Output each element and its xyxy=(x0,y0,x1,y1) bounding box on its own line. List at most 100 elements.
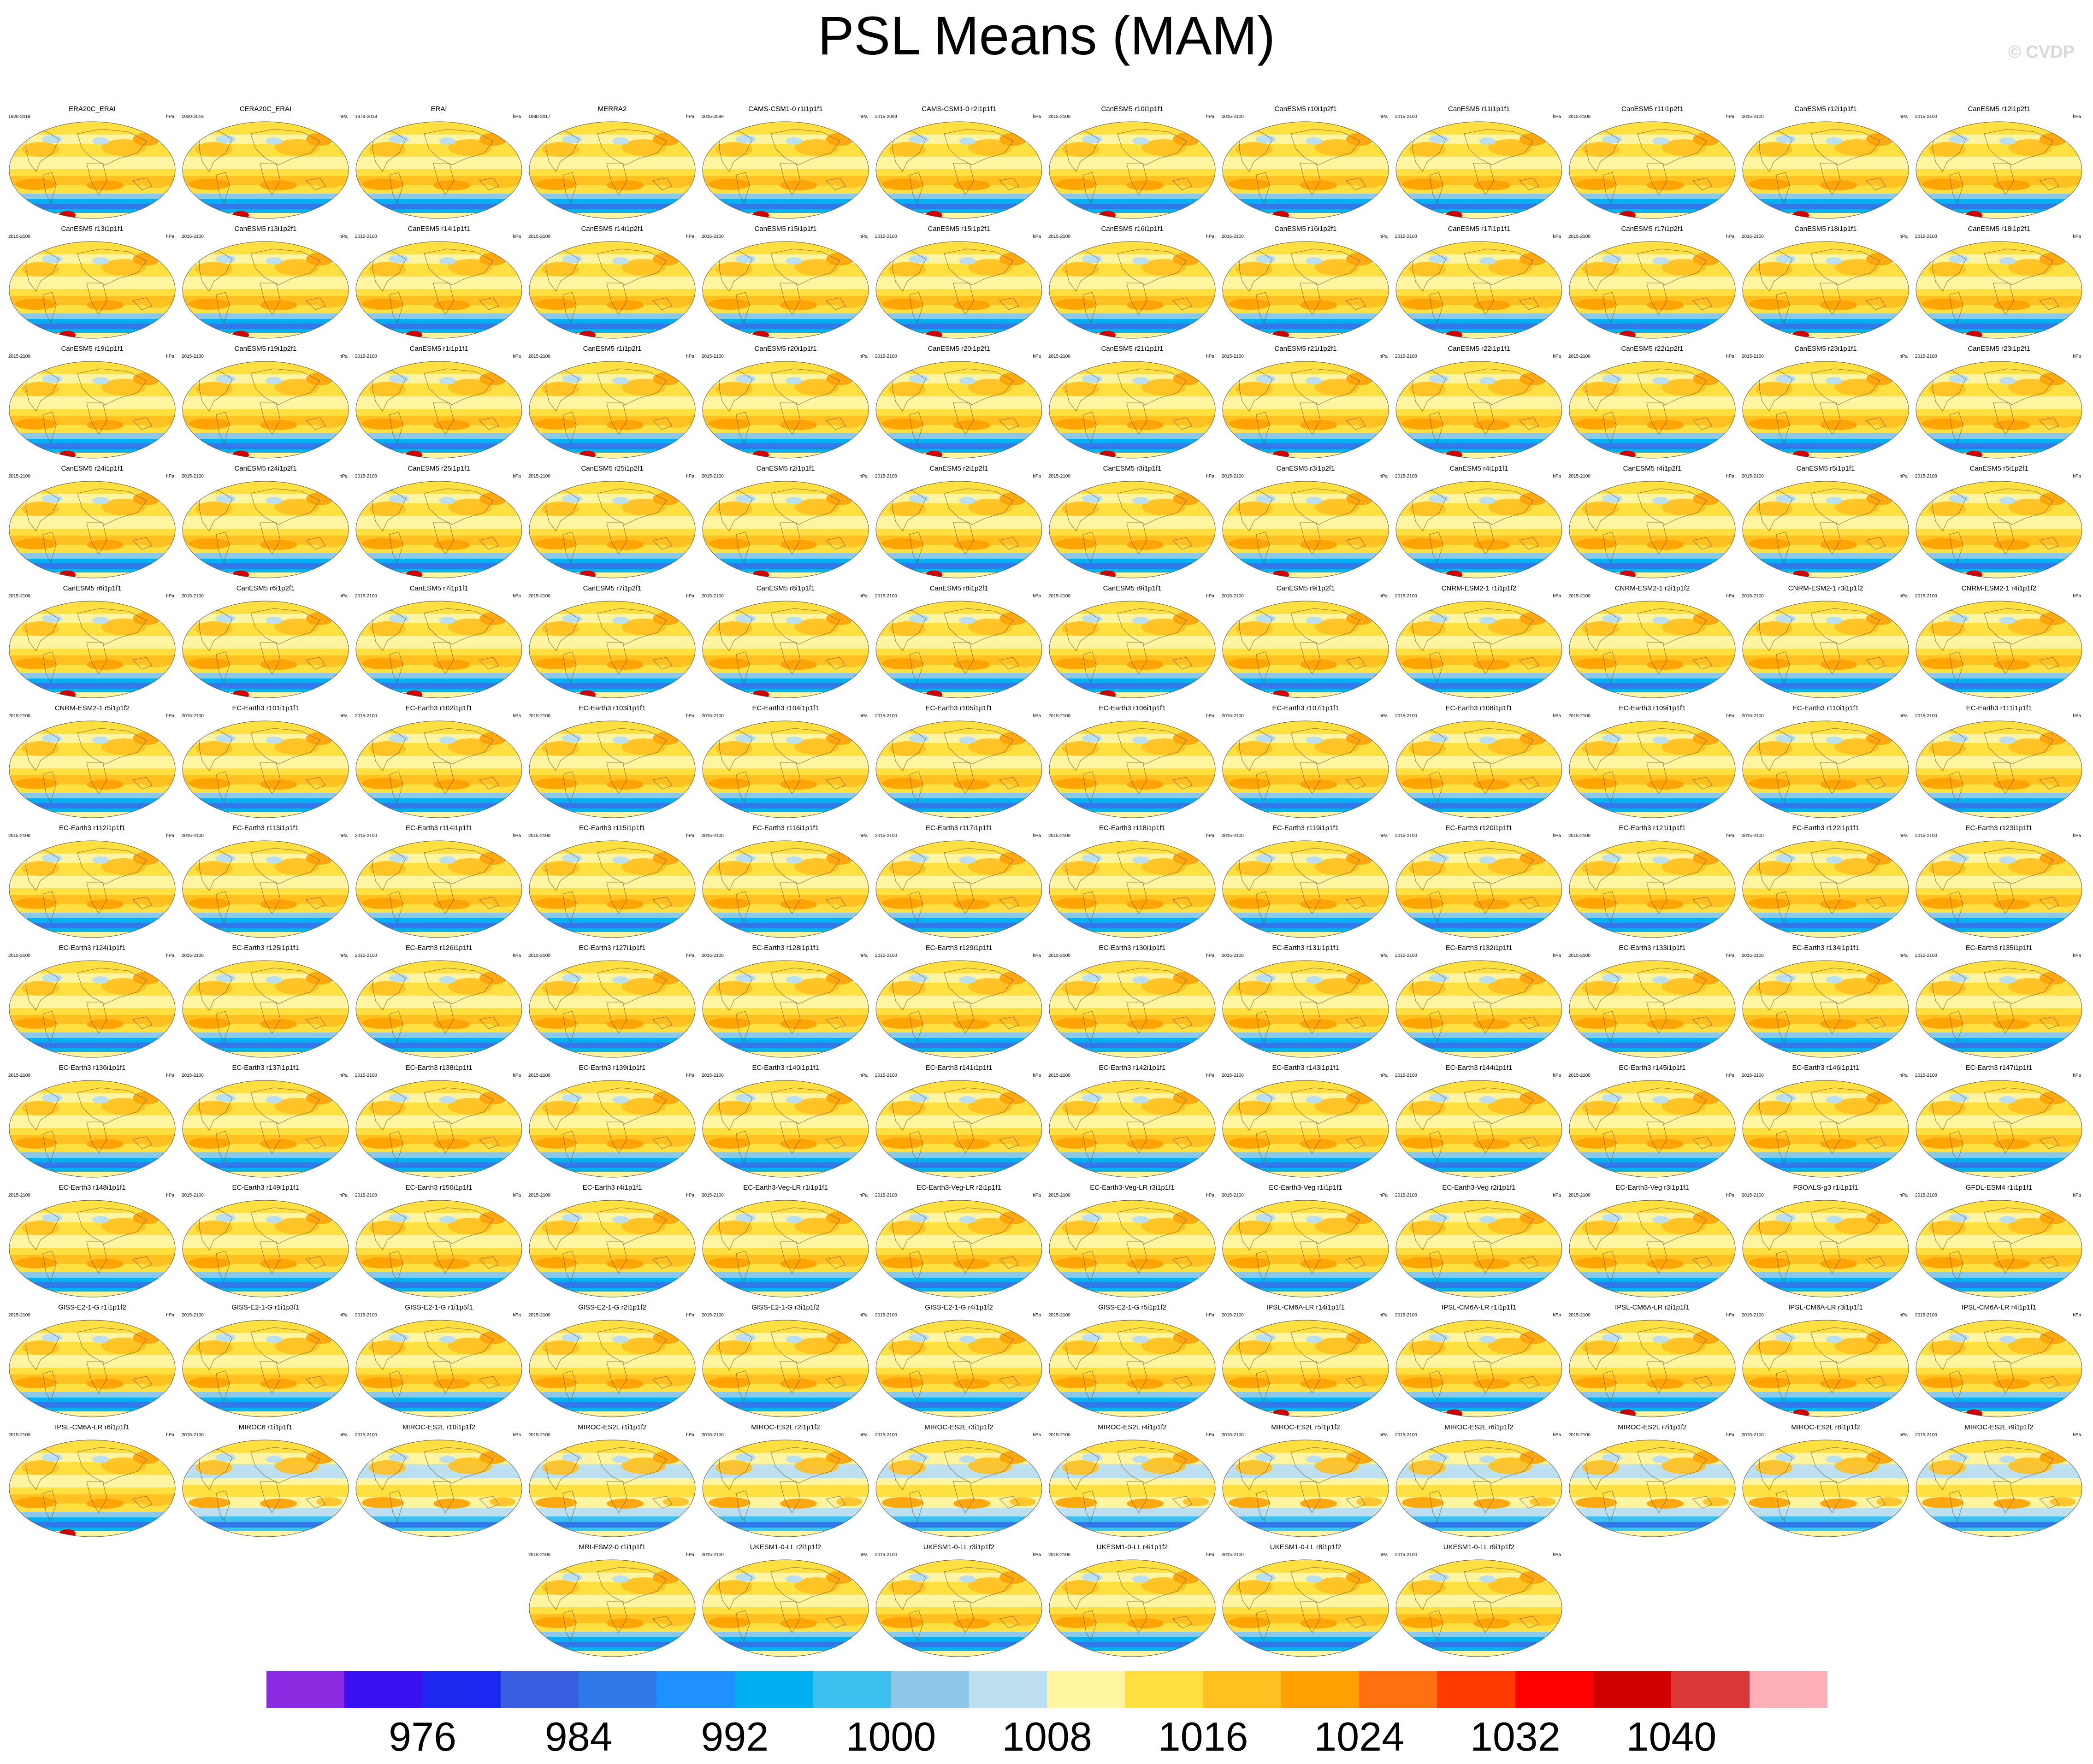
panel-units: hPa xyxy=(1553,594,1561,599)
pressure-band xyxy=(1569,923,1735,928)
coastline xyxy=(132,537,153,550)
coastline xyxy=(1117,129,1187,165)
pressure-band xyxy=(529,689,695,692)
high-pressure-area xyxy=(189,778,230,789)
low-pressure-area xyxy=(266,377,282,384)
high-pressure-area xyxy=(889,1580,926,1595)
high-pressure-area xyxy=(1703,419,1729,428)
high-pressure-area xyxy=(362,778,403,789)
coastline xyxy=(1290,248,1360,285)
pressure-band xyxy=(529,649,695,655)
map-border xyxy=(9,361,176,459)
coastline xyxy=(825,897,846,909)
coastline xyxy=(77,608,147,645)
coastline xyxy=(1290,368,1360,405)
panel-years: 2015-2100 xyxy=(1742,594,1764,599)
high-pressure-area xyxy=(836,1018,862,1027)
coastline xyxy=(1776,292,1790,324)
high-pressure-area xyxy=(882,419,923,430)
pressure-band xyxy=(1743,1043,1909,1048)
coastline xyxy=(1810,248,1880,285)
map-border xyxy=(182,361,349,459)
high-pressure-area xyxy=(195,382,232,396)
coastline xyxy=(1473,522,1494,555)
panel-years: 2015-2100 xyxy=(1915,1073,1937,1078)
low-pressure-area xyxy=(612,737,629,744)
psl-map xyxy=(182,1440,349,1537)
high-pressure-area xyxy=(1473,300,1510,310)
high-pressure-area xyxy=(1473,1139,1510,1149)
high-pressure-area xyxy=(22,741,59,756)
pressure-band xyxy=(876,721,1042,734)
map-panel: MERRA2 1980-2017 hPa xyxy=(526,105,699,222)
high-pressure-area xyxy=(15,1497,57,1508)
pressure-band xyxy=(1743,1368,1909,1375)
panel-units: hPa xyxy=(1553,354,1561,359)
pressure-band xyxy=(529,1485,695,1497)
pressure-band xyxy=(9,928,175,932)
pressure-band xyxy=(1223,1485,1389,1497)
low-pressure-area xyxy=(92,1336,109,1343)
panel-title: CanESM5 r15i1p2f1 xyxy=(928,225,990,233)
high-pressure-area xyxy=(663,179,689,188)
panel-title: IPSL-CM6A-LR r4i1p1f1 xyxy=(1962,1304,2036,1311)
pressure-band xyxy=(1743,329,1909,333)
pressure-band xyxy=(1049,361,1215,374)
panel-title: CanESM5 r3i1p2f1 xyxy=(1276,465,1335,472)
coastline xyxy=(1993,402,2014,435)
panel-title: CNRM-ESM2-1 r5i1p1f2 xyxy=(54,704,130,712)
high-pressure-area xyxy=(1183,658,1209,667)
high-pressure-area xyxy=(1402,1138,1443,1149)
high-pressure-area xyxy=(362,179,403,190)
pressure-band xyxy=(1049,1642,1215,1647)
pressure-band xyxy=(876,289,1042,296)
low-pressure-area xyxy=(1826,137,1842,145)
pressure-band xyxy=(1223,409,1389,416)
map-panel: CanESM5 r22i1p1f1 2015-2100 hPa xyxy=(1392,345,1566,461)
coastline xyxy=(1993,522,2014,555)
psl-map xyxy=(1222,960,1389,1058)
pressure-band xyxy=(1049,683,1215,689)
panel-title: EC-Earth3 r113i1p1f1 xyxy=(232,824,299,832)
high-pressure-area xyxy=(316,898,342,907)
high-pressure-area xyxy=(1062,981,1099,996)
low-pressure-area xyxy=(1775,734,1796,743)
pressure-band xyxy=(1223,768,1389,775)
coastline xyxy=(1810,608,1880,645)
high-pressure-area xyxy=(882,1138,923,1149)
pressure-band xyxy=(1743,449,1909,453)
map-panel: CanESM5 r25i1p1f1 2015-2100 hPa xyxy=(352,465,526,581)
map-border xyxy=(355,361,522,459)
high-pressure-area xyxy=(15,419,57,430)
panel-units: hPa xyxy=(1379,1073,1388,1078)
panel-units: hPa xyxy=(513,833,521,838)
coastline xyxy=(216,771,230,803)
panel-years: 2015-2100 xyxy=(1915,114,1937,119)
pressure-band xyxy=(529,319,695,324)
pressure-band xyxy=(529,329,695,333)
coastline xyxy=(606,163,627,195)
panel-units: hPa xyxy=(1726,1073,1734,1078)
panel-title: IPSL-CM6A-LR r14i1p1f1 xyxy=(1266,1304,1345,1311)
pressure-band xyxy=(356,678,522,683)
panel-years: 2015-2100 xyxy=(702,1433,724,1438)
low-pressure-area xyxy=(42,614,62,623)
pressure-band xyxy=(1049,122,1215,135)
coastline xyxy=(1300,522,1321,555)
psl-map xyxy=(529,1320,696,1417)
coastline xyxy=(199,730,233,772)
high-pressure-area xyxy=(275,499,319,515)
pressure-band xyxy=(1049,808,1215,812)
pressure-band xyxy=(356,1440,522,1453)
pressure-band xyxy=(529,569,695,572)
pressure-band xyxy=(1396,529,1562,536)
high-pressure-area xyxy=(1229,1377,1270,1388)
map-panel: CanESM5 r10i1p1f1 2015-2100 hPa xyxy=(1046,105,1219,222)
psl-map xyxy=(182,960,349,1058)
coastline xyxy=(389,771,403,803)
pressure-band xyxy=(1569,1408,1735,1411)
high-pressure-area xyxy=(1062,621,1099,636)
psl-map xyxy=(1222,1080,1389,1178)
high-pressure-area xyxy=(1582,861,1619,876)
pressure-band xyxy=(1569,1272,1735,1278)
